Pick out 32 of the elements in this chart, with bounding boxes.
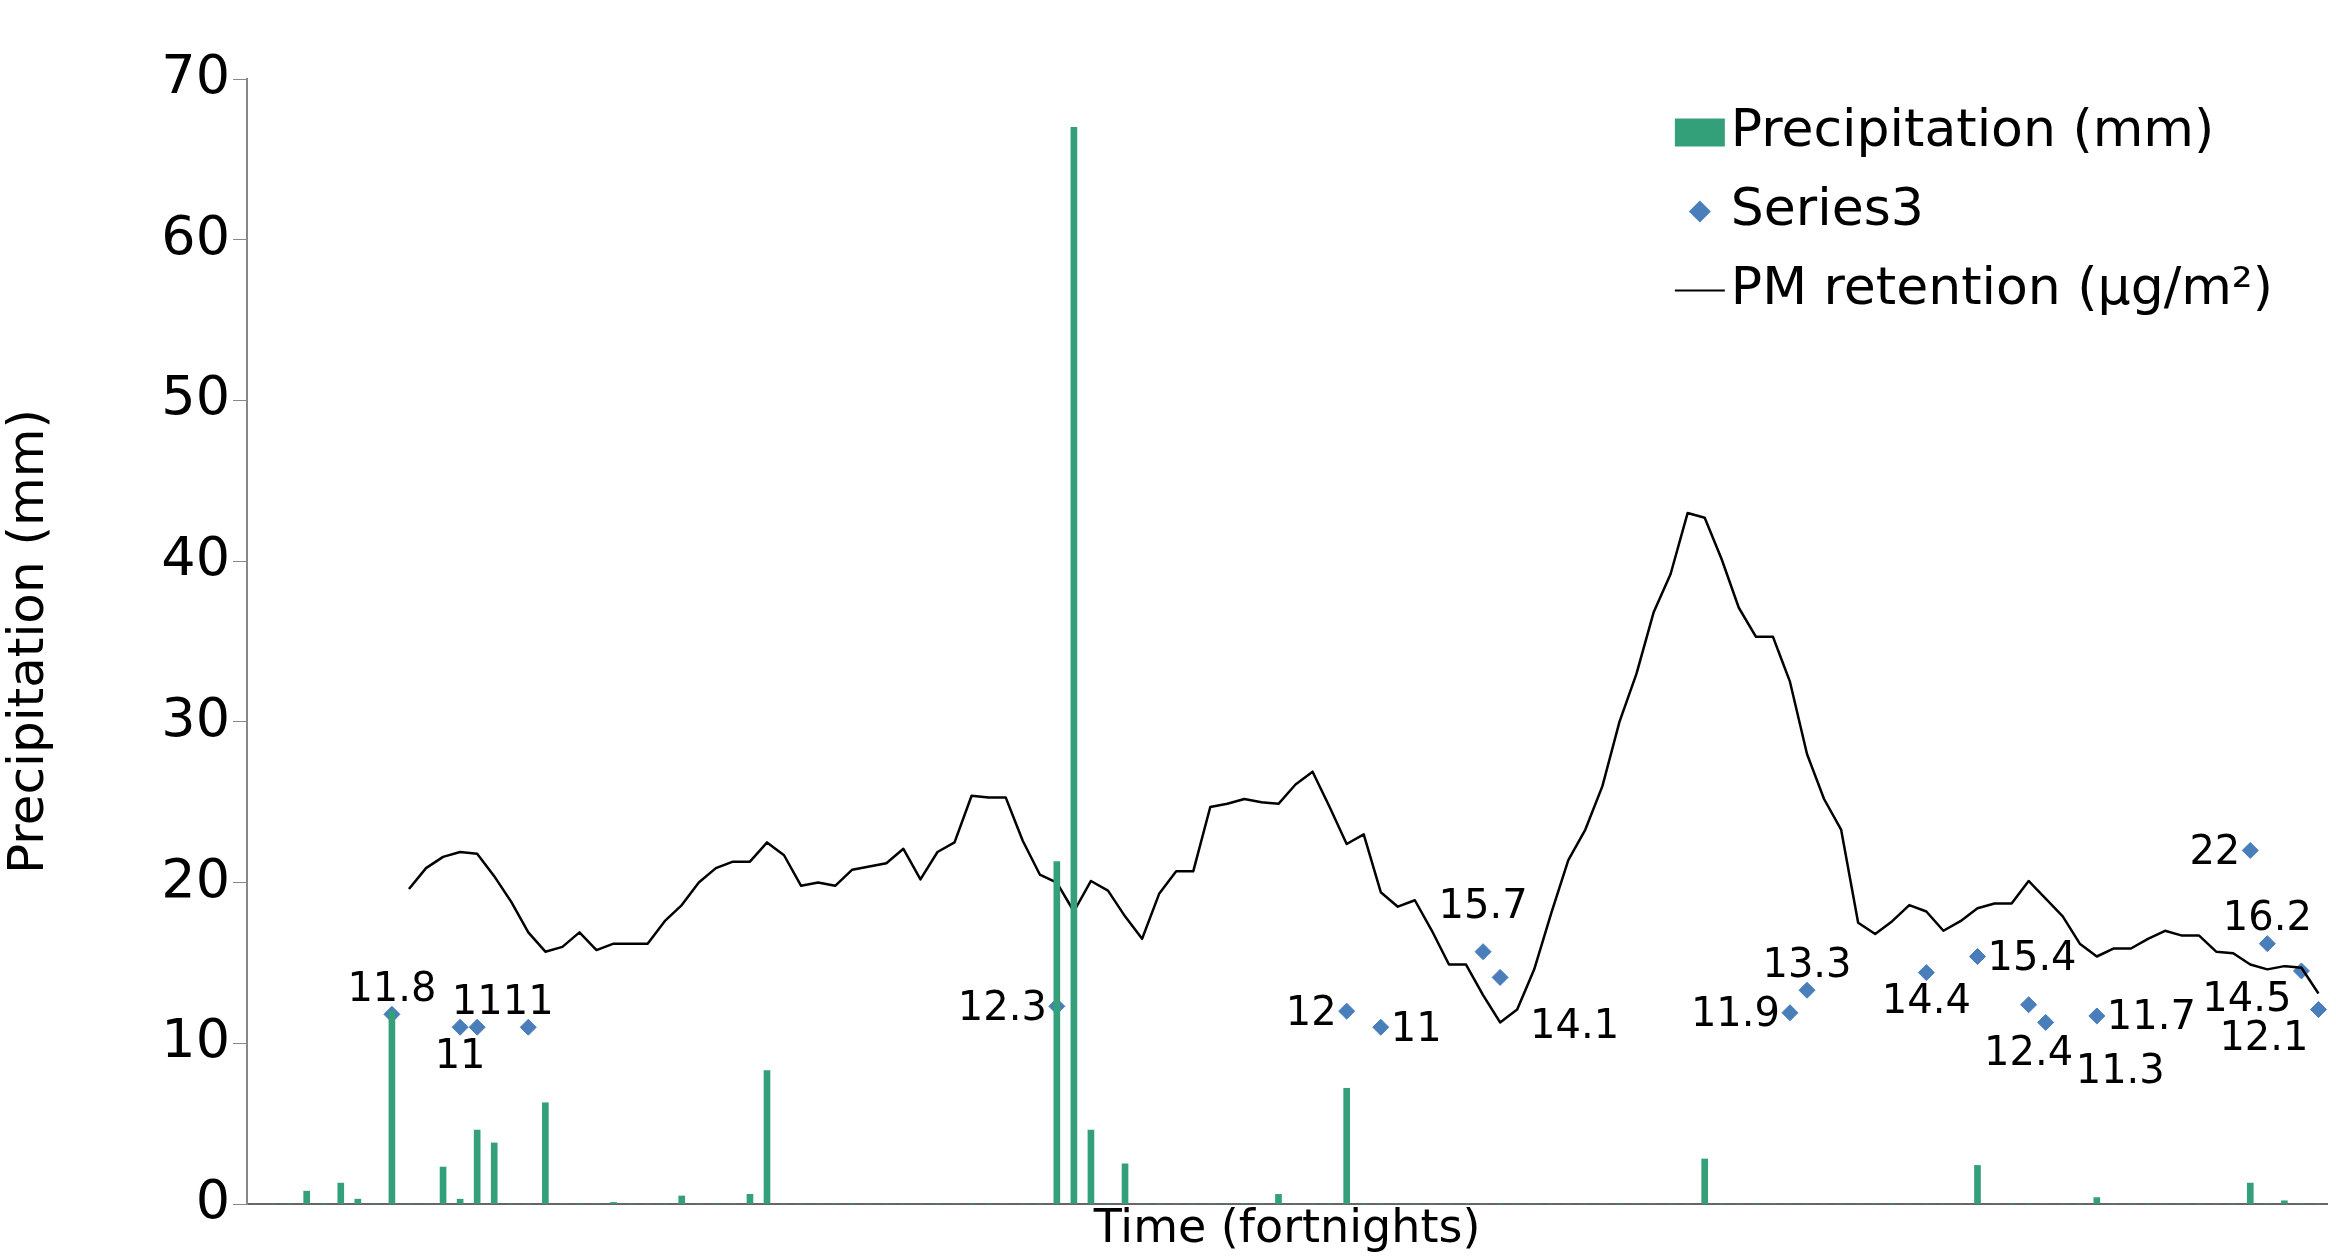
data-label: 11.9: [1690, 989, 1780, 1036]
data-label: 12.3: [957, 982, 1047, 1029]
data-label: 14.1: [1530, 1000, 1620, 1047]
data-label: 11: [434, 1030, 486, 1077]
x-axis-title: Time (fortnights): [1092, 1199, 1481, 1254]
legend-label: Series3: [1730, 177, 1924, 238]
data-label: 16.2: [2222, 893, 2312, 940]
data-label: 11: [451, 976, 503, 1023]
data-label: 11.7: [2106, 992, 2196, 1039]
legend-label: PM retention (μg/m²): [1730, 256, 2273, 317]
data-label: 15.4: [1987, 932, 2077, 979]
data-label: 12.4: [1984, 1028, 2074, 1075]
legend-label: Precipitation (mm): [1730, 98, 2215, 159]
y-tick-label: 10: [161, 1007, 230, 1071]
y-tick-label: 60: [161, 203, 230, 267]
y-tick-label: 0: [195, 1168, 230, 1232]
data-label: 11.3: [2075, 1045, 2165, 1092]
data-label: 22: [2189, 826, 2241, 873]
y-tick-label: 30: [161, 685, 230, 749]
data-label: 11.8: [347, 963, 437, 1010]
data-label: 14.4: [1881, 975, 1971, 1022]
y-tick-label: 50: [161, 364, 230, 428]
y-tick-label: 20: [161, 846, 230, 910]
data-label: 13.3: [1762, 939, 1852, 986]
data-label: 11: [1390, 1003, 1442, 1050]
data-label: 12: [1285, 987, 1337, 1034]
data-label: 11: [502, 976, 554, 1023]
y-tick-label: 70: [161, 43, 230, 107]
data-label: 12.1: [2219, 1012, 2309, 1059]
y-axis-title: Precipitation (mm): [0, 409, 55, 874]
data-label: 15.7: [1438, 881, 1528, 928]
y-tick-label: 40: [161, 525, 230, 589]
